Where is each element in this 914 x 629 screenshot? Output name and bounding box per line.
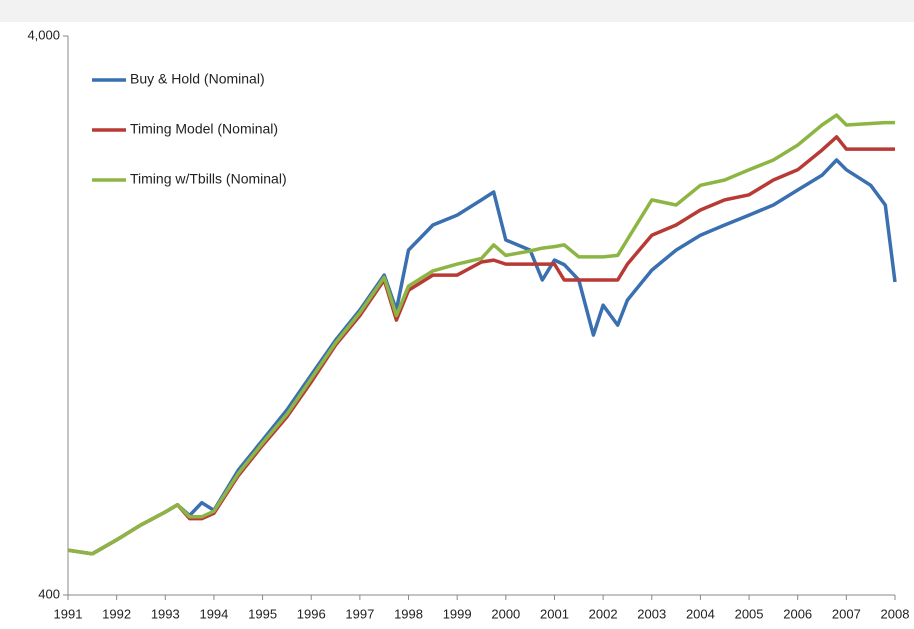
x-tick-label: 1998 [394,606,423,621]
x-tick-label: 2006 [783,606,812,621]
y-tick-label: 400 [38,586,60,601]
series-line [67,113,895,556]
x-tick-label: 2007 [832,606,861,621]
x-tick-label: 2003 [637,606,666,621]
y-tick-label: 4,000 [27,27,60,42]
x-tick-label: 1997 [345,606,374,621]
x-tick-label: 2008 [881,606,910,621]
x-tick-label: 1995 [248,606,277,621]
x-tick-label: 1992 [102,606,131,621]
x-tick-label: 1994 [199,606,228,621]
x-tick-label: 1996 [297,606,326,621]
legend-label: Timing Model (Nominal) [130,121,278,137]
x-tick-label: 1991 [54,606,83,621]
x-tick-label: 1999 [443,606,472,621]
x-tick-label: 1993 [151,606,180,621]
series-line [67,158,897,556]
x-tick-label: 2005 [735,606,764,621]
top-band [0,0,914,22]
legend-label: Buy & Hold (Nominal) [130,71,265,87]
x-tick-label: 2001 [540,606,569,621]
x-tick-label: 2002 [589,606,618,621]
x-tick-label: 2004 [686,606,715,621]
legend-label: Timing w/Tbills (Nominal) [130,171,287,187]
x-tick-label: 2000 [491,606,520,621]
